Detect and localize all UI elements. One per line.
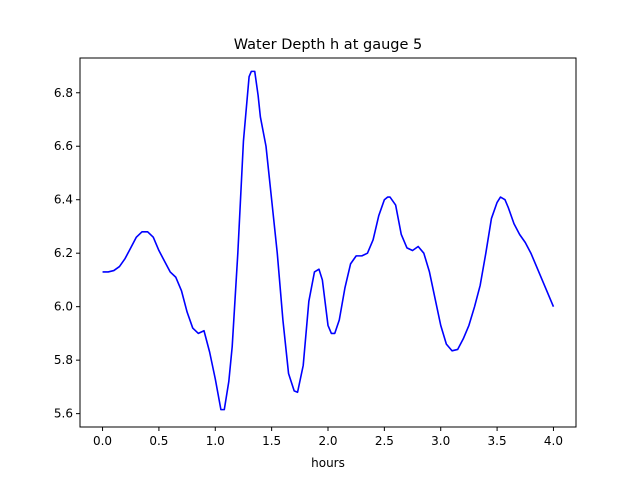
y-tick-label: 5.6 <box>54 407 73 421</box>
x-tick-label: 3.5 <box>488 434 507 448</box>
y-tick-label: 6.2 <box>54 246 73 260</box>
y-tick-label: 6.6 <box>54 139 73 153</box>
x-tick-label: 2.0 <box>318 434 337 448</box>
y-tick-label: 6.4 <box>54 193 73 207</box>
y-tick-label: 5.8 <box>54 353 73 367</box>
y-tick-label: 6.8 <box>54 86 73 100</box>
x-axis-label: hours <box>311 456 345 470</box>
chart-title: Water Depth h at gauge 5 <box>234 37 422 53</box>
axis-ticks: 0.0 0.5 1.0 1.5 2.0 2.5 3.0 3.5 4.0 5.6 5.8 6.0 6.2 6… <box>54 86 563 448</box>
x-tick-label: 0.0 <box>93 434 112 448</box>
x-tick-label: 4.0 <box>544 434 563 448</box>
y-tick-label: 6.0 <box>54 300 73 314</box>
x-tick-label: 2.5 <box>375 434 394 448</box>
x-tick-label: 1.5 <box>262 434 281 448</box>
x-tick-label: 0.5 <box>149 434 168 448</box>
series-line <box>102 70 555 411</box>
x-tick-label: 1.0 <box>206 434 225 448</box>
x-tick-label: 3.0 <box>431 434 450 448</box>
